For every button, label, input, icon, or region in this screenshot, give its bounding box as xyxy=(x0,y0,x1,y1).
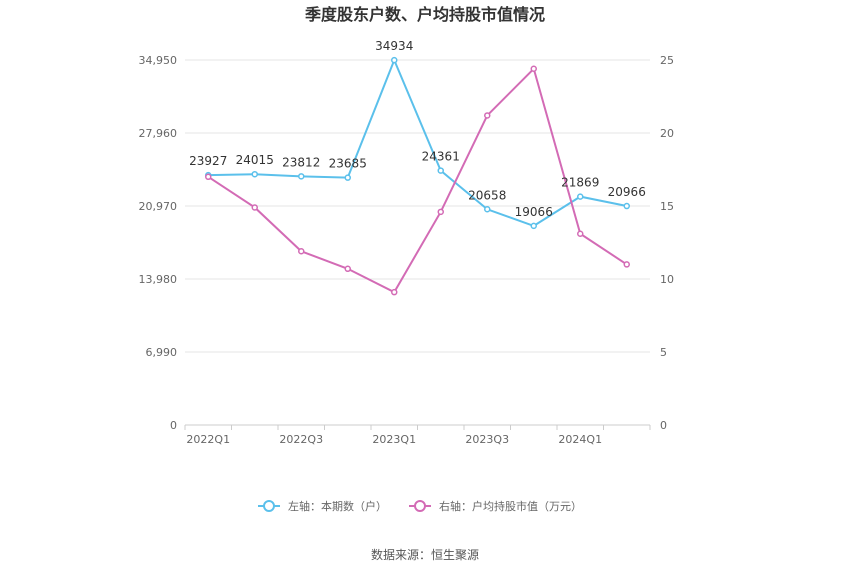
grid xyxy=(185,59,650,426)
data-point xyxy=(530,65,537,73)
data-point xyxy=(205,173,212,181)
series-line-0 xyxy=(208,57,627,227)
series xyxy=(205,56,630,296)
x-axis-tick-label: 2022Q1 xyxy=(186,433,230,446)
left-axis-tick-label: 20,970 xyxy=(139,200,178,213)
chart-title: 季度股东户数、户均持股市值情况 xyxy=(304,5,545,24)
data-point xyxy=(344,174,351,181)
data-point xyxy=(437,208,444,216)
data-label: 20966 xyxy=(608,185,646,199)
data-point xyxy=(251,204,258,211)
data-point xyxy=(577,193,584,200)
data-label: 24015 xyxy=(236,153,274,167)
left-axis-tick-label: 27,960 xyxy=(139,127,178,140)
data-point xyxy=(298,248,305,255)
data-point xyxy=(298,173,305,180)
data-label: 21869 xyxy=(561,176,599,190)
data-label: 23927 xyxy=(189,154,227,168)
left-axis-tick-label: 0 xyxy=(170,419,177,432)
data-point xyxy=(484,206,491,213)
right-axis-tick-label: 15 xyxy=(660,200,674,213)
legend-label: 左轴：本期数（户） xyxy=(288,499,387,513)
data-label: 24361 xyxy=(422,150,460,164)
data-point xyxy=(391,56,398,64)
x-axis-tick-label: 2022Q3 xyxy=(279,433,323,446)
legend-marker xyxy=(263,500,275,512)
right-axis-tick-label: 25 xyxy=(660,54,674,67)
data-label: 20658 xyxy=(468,188,506,202)
x-axis-tick-label: 2024Q1 xyxy=(558,433,602,446)
data-labels: 23927 24015 23812 23685 34934 24361 20658 19066… xyxy=(189,39,646,219)
data-label: 23685 xyxy=(329,157,367,171)
data-point xyxy=(623,202,630,210)
data-point xyxy=(623,261,630,268)
data-point xyxy=(577,230,584,237)
data-point xyxy=(344,265,351,273)
data-label: 34934 xyxy=(375,39,413,53)
right-axis-tick-label: 20 xyxy=(660,127,674,140)
source-note: 数据来源：恒生聚源 xyxy=(371,547,479,562)
axes: 0 0 6,990 5 13,980 10 20,970 15 27,960 20 34,950 25… xyxy=(139,54,675,446)
legend-marker xyxy=(414,500,426,512)
series-line-1 xyxy=(207,66,628,294)
data-point xyxy=(437,167,444,174)
x-axis-tick-label: 2023Q1 xyxy=(372,433,416,446)
right-axis-tick-label: 5 xyxy=(660,346,667,359)
legend: 左轴：本期数（户） 右轴：户均持股市值（万元） xyxy=(258,499,582,513)
right-axis-tick-label: 0 xyxy=(660,419,667,432)
left-axis-tick-label: 34,950 xyxy=(139,54,178,67)
x-axis-tick-label: 2023Q3 xyxy=(465,433,509,446)
data-point xyxy=(484,112,491,119)
data-point xyxy=(391,288,398,296)
left-axis-tick-label: 13,980 xyxy=(139,273,178,286)
legend-label: 右轴：户均持股市值（万元） xyxy=(439,499,582,513)
data-label: 23812 xyxy=(282,155,320,169)
right-axis-tick-label: 10 xyxy=(660,273,674,286)
data-label: 19066 xyxy=(515,205,553,219)
data-point xyxy=(530,222,537,230)
data-point xyxy=(251,170,258,178)
left-axis-tick-label: 6,990 xyxy=(146,346,178,359)
